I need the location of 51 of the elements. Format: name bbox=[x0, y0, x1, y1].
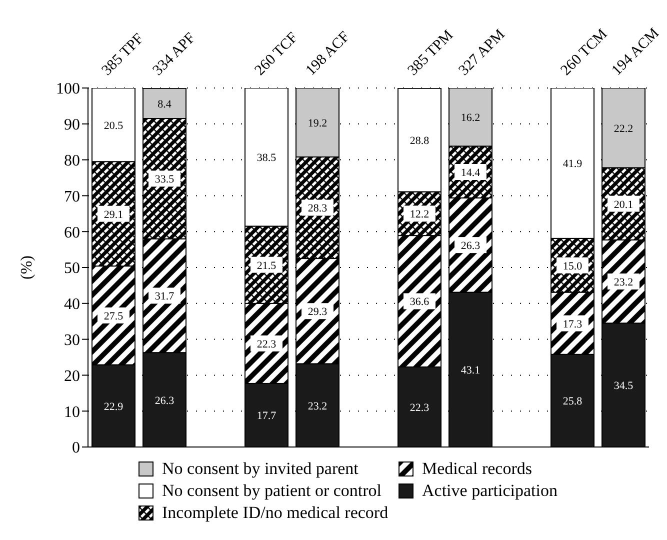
data-label: 36.6 bbox=[410, 296, 430, 308]
y-tick-label: 60 bbox=[64, 224, 80, 242]
data-label: 12.2 bbox=[410, 208, 430, 221]
data-label: 22.3 bbox=[410, 402, 430, 414]
y-axis-title: (%) bbox=[18, 256, 36, 280]
data-label: 20.5 bbox=[104, 120, 124, 132]
legend-label: Incomplete ID/no medical record bbox=[162, 503, 388, 523]
data-label: 25.8 bbox=[562, 396, 583, 408]
data-label: 26.3 bbox=[154, 394, 175, 407]
data-label: 38.5 bbox=[256, 152, 277, 164]
data-label: 19.2 bbox=[308, 117, 328, 130]
data-label: 29.3 bbox=[308, 306, 328, 318]
data-label: 23.2 bbox=[614, 276, 634, 288]
data-label: 27.5 bbox=[104, 310, 124, 322]
data-label: 22.9 bbox=[104, 400, 124, 413]
legend-label: Medical records bbox=[422, 459, 532, 479]
x-tick-label: 260 TCF bbox=[252, 30, 302, 79]
data-label: 23.2 bbox=[308, 400, 328, 412]
data-label: 17.7 bbox=[256, 410, 277, 422]
data-label: 33.5 bbox=[154, 174, 175, 186]
data-label: 17.3 bbox=[562, 318, 583, 330]
y-tick-label: 50 bbox=[64, 260, 80, 278]
data-label: 26.3 bbox=[460, 240, 481, 252]
data-label: 29.1 bbox=[104, 208, 124, 221]
data-label: 34.5 bbox=[614, 380, 634, 392]
legend-label: Active participation bbox=[422, 481, 558, 501]
y-tick-label: 40 bbox=[64, 296, 80, 314]
x-tick-label: 385 TPF bbox=[99, 30, 147, 79]
data-label: 21.5 bbox=[256, 260, 277, 272]
y-tick-label: 70 bbox=[64, 188, 80, 206]
legend-label: No consent by patient or control bbox=[162, 481, 382, 501]
data-label: 8.4 bbox=[158, 98, 172, 110]
data-label: 31.7 bbox=[154, 290, 175, 303]
y-tick-label: 80 bbox=[64, 152, 80, 170]
data-label: 14.4 bbox=[460, 167, 481, 180]
legend-label: No consent by invited parent bbox=[162, 459, 358, 479]
data-label: 28.3 bbox=[308, 202, 328, 215]
data-label: 20.1 bbox=[614, 198, 634, 211]
y-tick-label: 30 bbox=[64, 332, 80, 349]
data-label: 41.9 bbox=[562, 158, 583, 170]
y-tick-label: 100 bbox=[56, 80, 80, 98]
data-label: 28.8 bbox=[410, 135, 430, 148]
data-label: 16.2 bbox=[460, 112, 480, 124]
data-label: 22.3 bbox=[256, 338, 277, 350]
data-label: 15.0 bbox=[562, 260, 583, 272]
y-tick-label: 10 bbox=[64, 404, 80, 421]
y-tick-label: 20 bbox=[64, 368, 80, 385]
y-tick-label: 0 bbox=[72, 440, 80, 457]
data-label: 43.1 bbox=[460, 364, 480, 377]
y-tick-label: 90 bbox=[64, 116, 80, 134]
data-label: 22.2 bbox=[614, 122, 634, 135]
